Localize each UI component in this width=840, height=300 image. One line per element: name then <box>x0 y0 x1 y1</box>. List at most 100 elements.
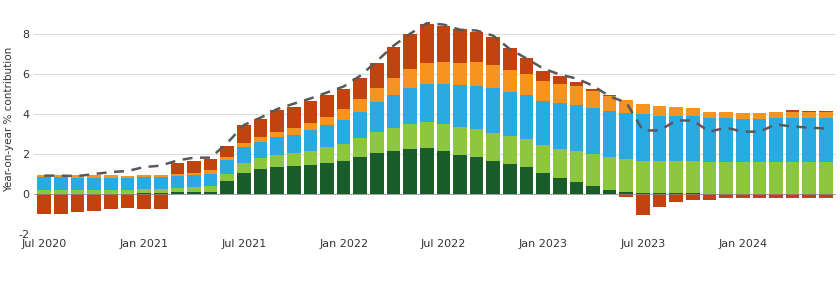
Bar <box>619 192 633 194</box>
Bar <box>320 95 333 117</box>
Bar <box>619 113 633 159</box>
Bar <box>702 163 717 194</box>
Bar <box>802 111 816 112</box>
Bar <box>769 112 783 118</box>
Bar <box>137 177 151 189</box>
Bar <box>104 190 118 194</box>
Bar <box>354 157 367 194</box>
Bar <box>603 96 617 111</box>
Bar <box>503 164 517 194</box>
Bar <box>204 159 218 170</box>
Bar <box>570 182 583 194</box>
Bar <box>87 194 101 195</box>
Bar <box>537 71 550 81</box>
Bar <box>603 190 617 194</box>
Bar <box>403 149 417 194</box>
Bar <box>171 163 184 174</box>
Bar <box>802 194 816 198</box>
Bar <box>553 149 567 178</box>
Bar <box>686 108 700 116</box>
Bar <box>586 89 600 91</box>
Bar <box>204 192 218 194</box>
Bar <box>420 84 433 122</box>
Bar <box>719 112 733 118</box>
Bar <box>337 89 350 109</box>
Bar <box>38 194 51 195</box>
Bar <box>337 144 350 161</box>
Bar <box>785 118 800 162</box>
Bar <box>537 81 550 101</box>
Bar <box>636 161 650 193</box>
Bar <box>736 194 749 198</box>
Bar <box>254 142 267 158</box>
Bar <box>154 193 167 194</box>
Bar <box>470 62 484 86</box>
Bar <box>537 146 550 173</box>
Bar <box>254 119 267 137</box>
Bar <box>154 177 167 189</box>
Bar <box>769 118 783 162</box>
Bar <box>171 176 184 188</box>
Bar <box>137 194 151 209</box>
Bar <box>303 151 318 165</box>
Bar <box>586 154 600 186</box>
Bar <box>603 95 617 96</box>
Bar <box>736 194 749 195</box>
Bar <box>220 146 234 157</box>
Bar <box>553 84 567 104</box>
Bar <box>303 123 318 130</box>
Bar <box>87 178 101 190</box>
Bar <box>420 148 433 194</box>
Bar <box>702 118 717 163</box>
Bar <box>287 135 301 153</box>
Bar <box>470 32 484 62</box>
Bar <box>320 163 333 194</box>
Bar <box>370 132 384 153</box>
Bar <box>38 190 51 194</box>
Bar <box>669 193 683 194</box>
Bar <box>719 163 733 194</box>
Bar <box>802 162 816 194</box>
Bar <box>636 194 650 215</box>
Bar <box>220 181 234 194</box>
Bar <box>454 128 467 155</box>
Bar <box>420 63 433 84</box>
Bar <box>337 161 350 194</box>
Bar <box>420 24 433 63</box>
Bar <box>171 174 184 176</box>
Bar <box>54 190 68 194</box>
Bar <box>87 175 101 178</box>
Bar <box>454 155 467 194</box>
Bar <box>470 85 484 129</box>
Bar <box>486 88 500 133</box>
Bar <box>87 194 101 211</box>
Bar <box>470 157 484 194</box>
Bar <box>403 34 417 69</box>
Bar <box>220 174 234 181</box>
Bar <box>454 29 467 63</box>
Bar <box>437 151 450 194</box>
Bar <box>437 84 450 124</box>
Bar <box>187 176 201 187</box>
Bar <box>354 138 367 157</box>
Bar <box>320 125 333 148</box>
Bar <box>753 194 766 196</box>
Bar <box>669 116 683 161</box>
Bar <box>121 194 134 195</box>
Bar <box>486 133 500 161</box>
Bar <box>386 78 401 94</box>
Bar <box>753 113 766 119</box>
Bar <box>187 187 201 192</box>
Bar <box>520 74 533 95</box>
Bar <box>785 162 800 194</box>
Bar <box>303 165 318 194</box>
Bar <box>819 112 832 118</box>
Bar <box>686 161 700 193</box>
Bar <box>287 107 301 128</box>
Bar <box>785 110 800 112</box>
Bar <box>736 119 749 163</box>
Bar <box>337 120 350 144</box>
Bar <box>337 109 350 120</box>
Bar <box>38 177 51 190</box>
Bar <box>38 194 51 214</box>
